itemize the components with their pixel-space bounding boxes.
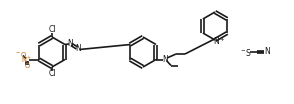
Text: Cl: Cl (48, 25, 56, 35)
Text: N: N (162, 55, 168, 64)
Text: N$^+$: N$^+$ (213, 35, 225, 47)
Text: N$^+$: N$^+$ (21, 54, 33, 65)
Text: $^-$S: $^-$S (239, 46, 253, 58)
Text: Cl: Cl (48, 69, 56, 79)
Text: N: N (264, 48, 270, 56)
Text: O: O (24, 63, 30, 69)
Text: N: N (75, 44, 81, 53)
Text: N: N (67, 39, 73, 48)
Text: $^-$O: $^-$O (15, 50, 27, 59)
